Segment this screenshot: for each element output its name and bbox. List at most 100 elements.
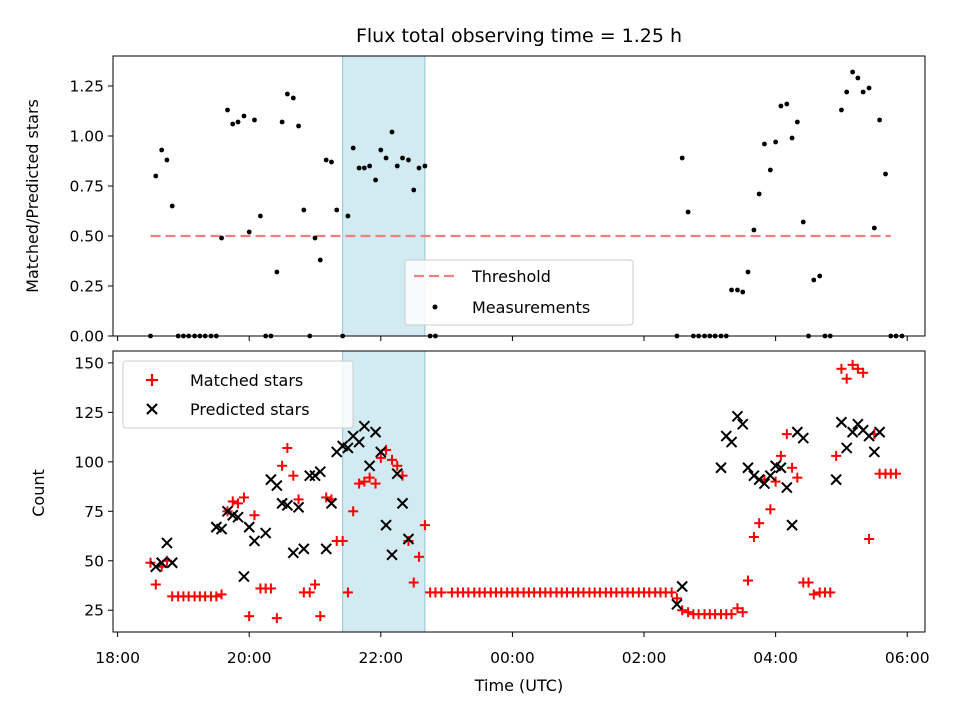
bottom-axes-frame xyxy=(112,350,926,633)
measurement-point xyxy=(762,141,767,147)
predicted-point xyxy=(715,462,727,474)
measurement-point xyxy=(345,213,351,219)
matched-point xyxy=(413,551,424,562)
predicted-point xyxy=(342,442,354,454)
measurement-point xyxy=(274,269,280,275)
matched-point xyxy=(836,363,847,374)
matched-point xyxy=(891,468,902,479)
top-x-ticks xyxy=(117,336,908,341)
top-panel: 0.00 0.25 0.50 0.75 1.00 1.25 Flux total obse… xyxy=(23,25,926,346)
measurement-point xyxy=(284,91,290,97)
measurement-point xyxy=(290,95,296,101)
measurement-point xyxy=(877,117,882,123)
matched-point xyxy=(436,587,447,598)
matched-point xyxy=(277,460,288,471)
matched-point xyxy=(375,452,386,463)
measurement-point xyxy=(246,229,252,235)
matched-point xyxy=(787,462,798,473)
measurement-point xyxy=(301,207,307,213)
predicted-point xyxy=(232,511,244,523)
predicted-point xyxy=(868,446,881,458)
predicted-point xyxy=(375,446,387,458)
measurement-point xyxy=(411,187,417,193)
x-tick-label: 18:00 xyxy=(95,649,140,667)
matched-point xyxy=(808,589,819,600)
matched-point xyxy=(238,492,249,503)
measurement-point xyxy=(350,145,356,151)
matched-point xyxy=(265,583,276,594)
measurement-point xyxy=(241,113,247,119)
predicted-point xyxy=(830,473,842,486)
measurement-point xyxy=(860,89,866,95)
legend-measurements-label: Measurements xyxy=(472,298,590,317)
matched-point xyxy=(288,470,299,481)
x-tick-label: 20:00 xyxy=(227,649,272,667)
measurement-point xyxy=(811,277,817,283)
predicted-point xyxy=(292,501,305,514)
matched-point xyxy=(858,367,869,378)
matched-point xyxy=(364,472,375,483)
predicted-point xyxy=(320,543,332,555)
predicted-point xyxy=(742,462,754,474)
top-y-tick-label: 0.75 xyxy=(69,178,104,196)
measurement-point xyxy=(679,155,685,161)
measurement-point xyxy=(394,163,400,169)
predicted-point xyxy=(402,533,415,545)
legend-matched-label: Matched stars xyxy=(190,371,303,390)
matched-point xyxy=(781,429,792,440)
measurement-point xyxy=(685,209,691,215)
top-y-tick-label: 1.00 xyxy=(69,128,104,146)
predicted-point xyxy=(166,557,178,569)
matched-point xyxy=(831,450,842,461)
measurement-point xyxy=(252,117,257,123)
measurement-point xyxy=(334,207,340,213)
predicted-point xyxy=(358,420,371,432)
measurement-point xyxy=(745,269,751,275)
top-y-tick-label: 0.00 xyxy=(69,328,104,346)
measurement-point xyxy=(383,155,389,161)
legend-measurements-swatch xyxy=(432,304,438,310)
matched-point xyxy=(293,494,304,505)
measurement-point xyxy=(773,139,779,145)
bottom-y-ticks: 25 50 75 100 125 150 xyxy=(74,354,113,620)
measurement-point xyxy=(235,119,241,125)
measurement-point xyxy=(373,177,378,183)
measurement-point xyxy=(767,167,773,173)
predicted-point xyxy=(369,426,382,438)
measurement-point xyxy=(729,287,734,293)
predicted-point xyxy=(758,477,771,490)
predicted-point xyxy=(671,598,683,611)
bottom-panel: 25 50 75 100 125 150 18:00 20:00 22:00 00:00 02:0… xyxy=(29,350,930,695)
top-legend-box xyxy=(404,259,634,326)
bottom-legend: Matched stars Predicted stars xyxy=(122,360,354,429)
matched-point xyxy=(737,607,748,618)
measurement-point xyxy=(850,69,856,75)
measurement-point xyxy=(844,89,850,95)
x-tick-label: 00:00 xyxy=(490,649,535,667)
top-y-tick-label: 0.50 xyxy=(69,228,104,246)
measurement-point xyxy=(356,165,362,171)
matched-point xyxy=(841,373,852,384)
predicted-point xyxy=(797,432,809,444)
matched-point xyxy=(683,607,694,618)
matched-point xyxy=(304,587,315,598)
bottom-highlight-span xyxy=(342,350,426,633)
matched-point xyxy=(216,589,227,600)
measurement-points xyxy=(148,69,905,339)
bottom-y-tick-label: 50 xyxy=(84,552,104,570)
predicted-point xyxy=(353,436,365,448)
measurement-point xyxy=(751,227,757,233)
matched-point xyxy=(732,603,743,614)
x-tick-label: 06:00 xyxy=(885,649,930,667)
measurement-point xyxy=(367,163,373,169)
measurement-point xyxy=(839,107,844,113)
matched-point xyxy=(233,498,244,509)
predicted-point xyxy=(215,523,228,535)
predicted-point xyxy=(325,497,338,510)
measurement-point xyxy=(416,165,422,171)
measurement-point xyxy=(317,257,323,263)
predicted-point xyxy=(781,481,793,494)
matched-point xyxy=(227,496,238,507)
matched-point xyxy=(244,611,255,622)
matched-point xyxy=(419,520,430,531)
